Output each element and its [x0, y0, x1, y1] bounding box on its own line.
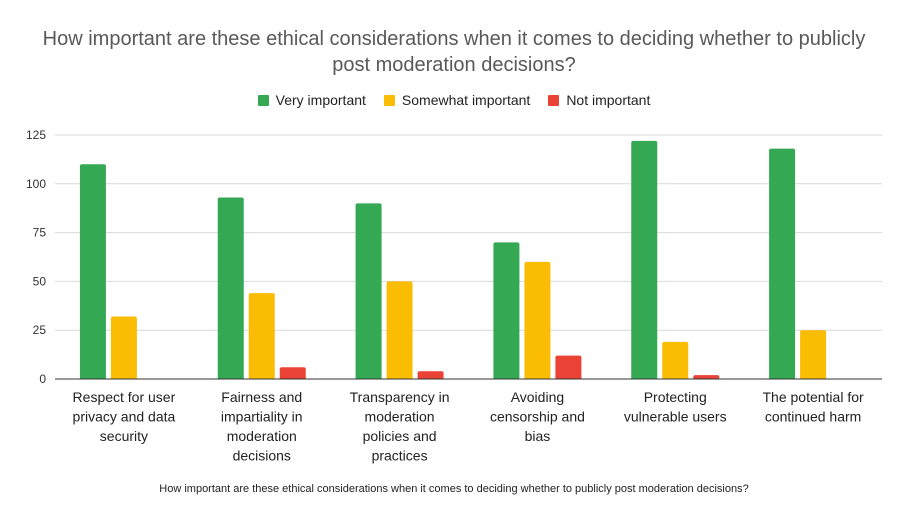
x-tick-label-line: moderation — [227, 428, 297, 444]
x-tick-label-line: policies and — [363, 428, 437, 444]
y-tick-label: 100 — [26, 177, 46, 191]
y-tick-label: 25 — [33, 323, 47, 337]
x-tick-label-line: bias — [525, 428, 551, 444]
x-tick-label-line: vulnerable users — [624, 409, 727, 425]
legend-swatch — [257, 94, 269, 106]
x-tick-label-line: Respect for user — [73, 389, 176, 405]
y-tick-label: 75 — [33, 226, 47, 240]
legend-label: Not important — [566, 92, 651, 108]
legend-swatch — [548, 94, 560, 106]
x-axis-label: How important are these ethical consider… — [159, 483, 749, 495]
bar-somewhat-important — [524, 261, 551, 379]
y-tick-label: 125 — [26, 128, 46, 142]
x-tick-label-line: Avoiding — [511, 389, 564, 405]
x-tick-label: Fairness and impartiality in moderation dec… — [221, 389, 303, 464]
bar-somewhat-important — [248, 293, 275, 379]
chart-title: How important are these ethical consider… — [42, 28, 866, 76]
bar-very-important — [493, 242, 520, 379]
bar-very-important — [631, 140, 658, 379]
bar-very-important — [769, 148, 796, 379]
legend-label: Very important — [275, 92, 366, 108]
x-tick-label: Protecting vulnerable users — [624, 389, 727, 425]
legend-item: Somewhat important — [383, 92, 531, 108]
bar-not-important — [279, 367, 306, 379]
y-tick-label: 0 — [39, 372, 46, 386]
x-tick-label-line: impartiality in — [221, 409, 303, 425]
x-tick-label-line: continued harm — [765, 409, 862, 425]
bar-somewhat-important — [386, 281, 413, 379]
legend: Very important Somewhat important Not impo… — [0, 92, 908, 108]
bar-somewhat-important — [662, 341, 689, 379]
x-tick-label-line: censorship and — [490, 409, 585, 425]
x-tick-label-line: moderation — [365, 409, 435, 425]
x-tick-label-line: privacy and data — [73, 409, 176, 425]
x-tick-label-line: Protecting — [644, 389, 707, 405]
x-tick-label: Transparency in moderation policies and pra… — [350, 389, 450, 464]
x-tick-label-line: Fairness and — [221, 389, 302, 405]
x-tick-label-line: security — [100, 428, 148, 444]
x-tick-label: Avoiding censorship and bias — [490, 389, 585, 444]
bar-very-important — [355, 203, 382, 379]
x-tick-label-line: The potential for — [762, 389, 864, 405]
bar-somewhat-important — [110, 316, 137, 379]
x-tick-label: The potential for continued harm — [762, 389, 864, 425]
y-tick-label: 50 — [33, 274, 47, 288]
legend-swatch — [383, 94, 395, 106]
bar-not-important — [693, 375, 720, 379]
bar-somewhat-important — [800, 330, 827, 379]
x-tick-label-line: decisions — [233, 448, 291, 464]
bar-not-important — [555, 355, 582, 379]
legend-item: Very important — [257, 92, 366, 108]
legend-item: Not important — [548, 92, 650, 108]
legend-label: Somewhat important — [401, 92, 531, 108]
bar-not-important — [417, 371, 444, 379]
bar-very-important — [79, 164, 106, 379]
bar-very-important — [217, 197, 244, 379]
x-tick-label-line: Transparency in — [350, 389, 450, 405]
x-tick-label: Respect for user privacy and data security — [73, 389, 176, 444]
x-tick-label-line: practices — [372, 448, 428, 464]
